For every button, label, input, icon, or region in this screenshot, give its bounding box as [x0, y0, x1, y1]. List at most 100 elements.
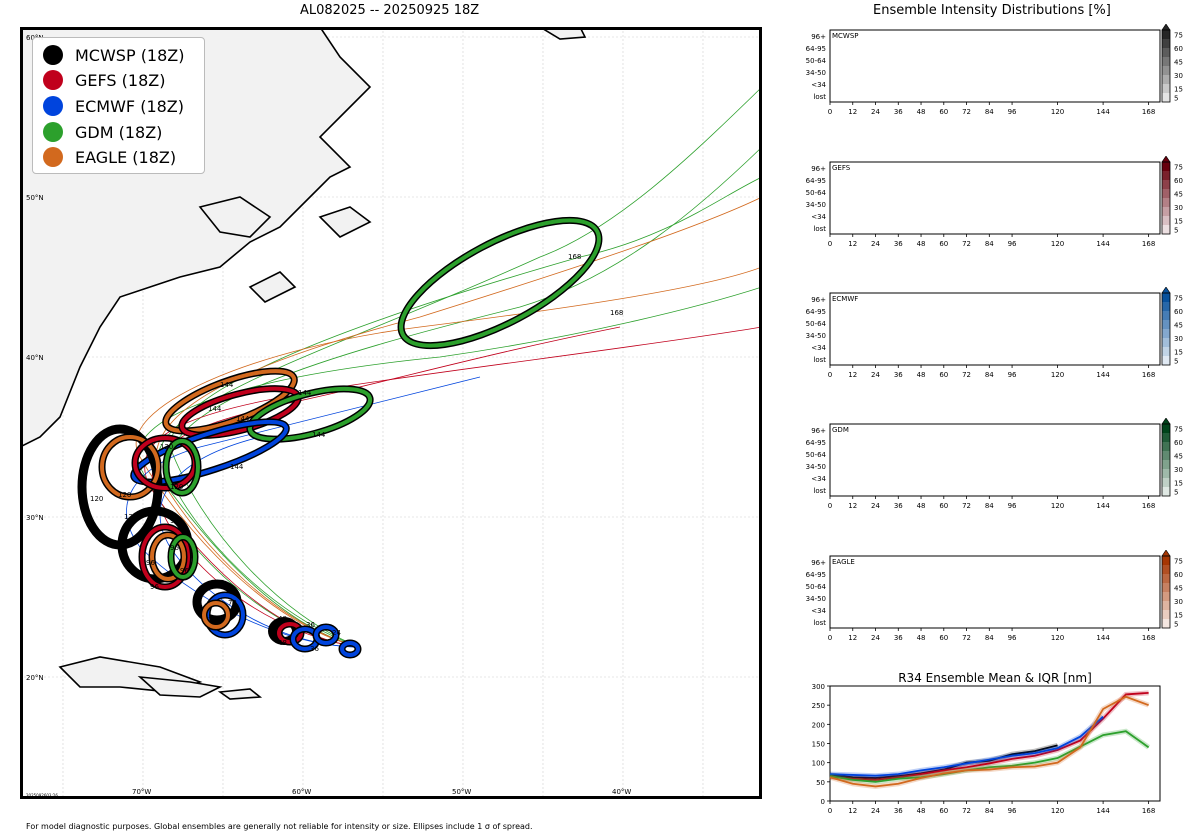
legend-item: GDM (18Z): [43, 120, 162, 144]
colorbar-frame: [1161, 292, 1171, 366]
colorbar-tick-label: 75: [1174, 426, 1183, 434]
legend-label: GDM (18Z): [75, 122, 163, 142]
x-tick-label: 12: [848, 108, 857, 116]
colorbar-tick-label: 75: [1174, 558, 1183, 566]
y-tick-label: <34: [811, 344, 826, 352]
x-tick-label: 12: [848, 371, 857, 379]
r34-y-tick-label: 300: [812, 683, 825, 691]
x-tick-label: 36: [894, 240, 903, 248]
legend-label: EAGLE (18Z): [75, 147, 177, 167]
colorbar-cap: [1161, 287, 1171, 294]
x-tick-label: 48: [917, 240, 926, 248]
colorbar-step: [1162, 171, 1170, 181]
svg-text:120: 120: [160, 443, 173, 451]
colorbar-tick-label: 15: [1174, 480, 1183, 488]
legend-swatch: [43, 45, 63, 65]
map-timestamp: 2025092603:26: [26, 793, 58, 798]
colorbar-step: [1162, 556, 1170, 566]
x-tick-label: 120: [1051, 634, 1064, 642]
r34-y-tick-label: 100: [812, 760, 825, 768]
r34-y-tick-label: 200: [812, 721, 825, 729]
colorbar-step: [1162, 338, 1170, 348]
svg-text:144: 144: [298, 389, 312, 397]
r34-chart: R34 Ensemble Mean & IQR [nm] 0 50 100 150 200…: [812, 671, 1161, 815]
distribution-title: Ensemble Intensity Distributions [%]: [873, 3, 1111, 18]
legend-label: ECMWF (18Z): [75, 96, 184, 116]
lon-label: 60°W: [292, 788, 311, 796]
lat-label: 50°N: [26, 194, 44, 202]
y-tick-label: 64-95: [806, 571, 826, 579]
x-tick-label: 84: [985, 108, 994, 116]
r34-x-tick-label: 96: [1008, 807, 1017, 815]
colorbar-tick-label: 5: [1174, 95, 1178, 103]
r34-x-tick-label: 72: [962, 807, 971, 815]
panel-frame: [829, 29, 1161, 103]
colorbar-step: [1162, 329, 1170, 339]
colorbar-tick-label: 15: [1174, 349, 1183, 357]
x-tick-label: 48: [917, 108, 926, 116]
y-tick-label: lost: [813, 619, 826, 627]
svg-text:96: 96: [170, 544, 179, 552]
x-tick-label: 24: [871, 371, 880, 379]
colorbar-step: [1162, 39, 1170, 49]
colorbar-tick-label: 45: [1174, 191, 1183, 199]
colorbar-step: [1162, 293, 1170, 303]
x-tick-label: 60: [939, 634, 948, 642]
svg-text:120: 120: [118, 491, 131, 499]
legend-swatch: [43, 70, 63, 90]
y-tick-label: 96+: [811, 559, 826, 567]
svg-text:48: 48: [278, 615, 287, 623]
y-tick-label: 50-64: [806, 189, 827, 197]
svg-text:72: 72: [228, 599, 237, 607]
svg-text:72: 72: [208, 616, 217, 624]
colorbar-tick-label: 60: [1174, 308, 1183, 316]
x-tick-label: 0: [828, 371, 832, 379]
r34-series-gefs: [829, 692, 1149, 781]
colorbar-step: [1162, 451, 1170, 461]
svg-text:120: 120: [124, 513, 137, 521]
r34-x-tick-label: 168: [1142, 807, 1155, 815]
svg-text:36: 36: [306, 621, 315, 629]
colorbar-step: [1162, 189, 1170, 199]
colorbar-step: [1162, 57, 1170, 67]
panel-frame: [829, 423, 1161, 497]
colorbar-step: [1162, 311, 1170, 321]
lon-label: 40°W: [612, 788, 631, 796]
main-title: AL082025 -- 20250925 18Z: [300, 3, 480, 18]
colorbar-step: [1162, 487, 1170, 497]
y-tick-label: 96+: [811, 427, 826, 435]
x-tick-label: 0: [828, 634, 832, 642]
panel-label: MCWSP: [832, 32, 859, 40]
x-tick-label: 120: [1051, 502, 1064, 510]
colorbar-tick-label: 30: [1174, 598, 1183, 606]
r34-series-eagle: [829, 695, 1149, 788]
r34-y-tick-label: 50: [816, 779, 825, 787]
colorbar-step: [1162, 66, 1170, 76]
r34-frame: [829, 685, 1161, 802]
colorbar-step: [1162, 207, 1170, 217]
y-tick-label: 34-50: [806, 595, 826, 603]
legend-label: GEFS (18Z): [75, 70, 166, 90]
x-tick-label: 48: [917, 371, 926, 379]
x-tick-label: 72: [962, 240, 971, 248]
x-tick-label: 72: [962, 108, 971, 116]
x-tick-label: 168: [1142, 502, 1155, 510]
colorbar-step: [1162, 565, 1170, 575]
panel-frame: [829, 555, 1161, 629]
y-tick-label: 64-95: [806, 308, 826, 316]
x-tick-label: 24: [871, 108, 880, 116]
sigma-ellipses: [77, 216, 603, 659]
r34-x-tick-label: 84: [985, 807, 994, 815]
x-tick-label: 144: [1096, 371, 1110, 379]
x-tick-label: 36: [894, 502, 903, 510]
colorbar-tick-label: 75: [1174, 32, 1183, 40]
legend-swatch: [43, 122, 63, 142]
panel-label: GEFS: [832, 164, 851, 172]
colorbar-tick-label: 5: [1174, 227, 1178, 235]
y-tick-label: lost: [813, 356, 826, 364]
svg-text:96: 96: [146, 559, 155, 567]
x-tick-label: 84: [985, 371, 994, 379]
